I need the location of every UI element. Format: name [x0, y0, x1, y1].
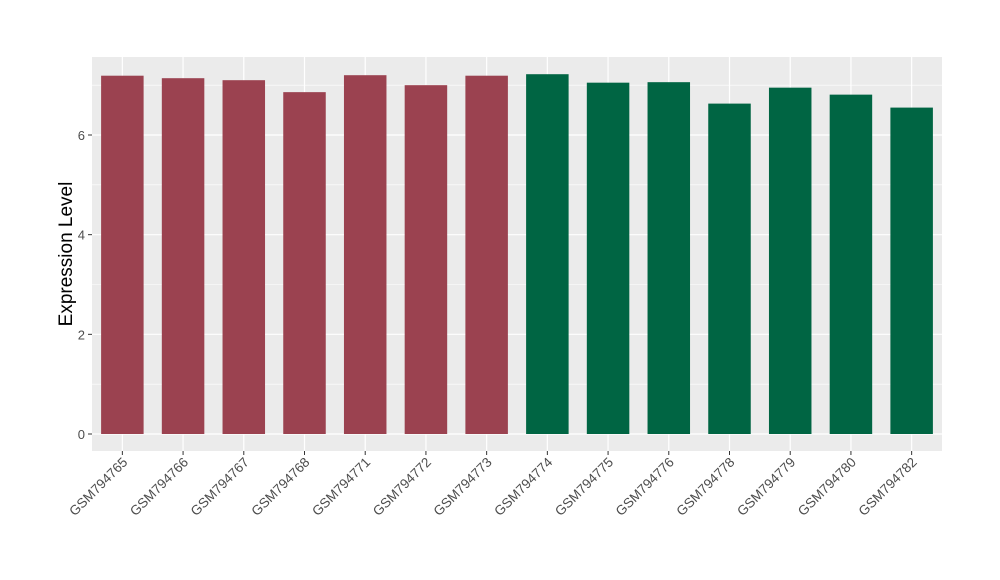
y-axis: 0 2 4 6	[78, 128, 92, 442]
x-tick-label: GSM794773	[431, 455, 495, 519]
x-tick-label: GSM794774	[491, 454, 556, 519]
x-tick-label: GSM794768	[248, 455, 312, 519]
bar-GSM794775	[586, 82, 630, 435]
x-tick-label: GSM794782	[856, 455, 920, 519]
bar-GSM794767	[222, 80, 266, 434]
bar-GSM794776	[647, 82, 691, 434]
bar-GSM794780	[829, 94, 873, 434]
bar-GSM794772	[404, 85, 448, 435]
bar-GSM794765	[101, 75, 144, 434]
x-tick-label: GSM794766	[127, 455, 191, 519]
y-axis-label: Expression Level	[56, 182, 77, 327]
y-tick-label: 4	[78, 228, 85, 243]
bar-GSM794771	[343, 75, 387, 434]
bar-GSM794778	[708, 103, 751, 434]
x-tick-label: GSM794767	[188, 455, 252, 519]
bar-GSM794782	[890, 107, 933, 434]
x-tick-label: GSM794772	[370, 455, 434, 519]
plot-panel	[92, 57, 942, 451]
bars	[101, 74, 933, 435]
x-tick-label: GSM794780	[795, 455, 859, 519]
x-tick-label: GSM794775	[552, 455, 616, 519]
x-tick-label: GSM794779	[734, 455, 798, 519]
y-tick-label: 0	[78, 427, 85, 442]
bar-GSM794768	[283, 92, 326, 434]
bar-GSM794766	[161, 78, 205, 434]
y-tick-label: 6	[78, 128, 85, 143]
bar-GSM794779	[768, 87, 812, 435]
x-tick-label: GSM794765	[66, 455, 130, 519]
x-tick-label: GSM794771	[309, 455, 373, 519]
x-tick-label: GSM794778	[673, 455, 737, 519]
x-tick-label: GSM794776	[613, 455, 677, 519]
x-axis: GSM794765GSM794766GSM794767GSM794768GSM7…	[66, 451, 920, 519]
bar-GSM794774	[526, 74, 569, 434]
bar-GSM794773	[465, 75, 508, 434]
y-tick-label: 2	[78, 327, 85, 342]
